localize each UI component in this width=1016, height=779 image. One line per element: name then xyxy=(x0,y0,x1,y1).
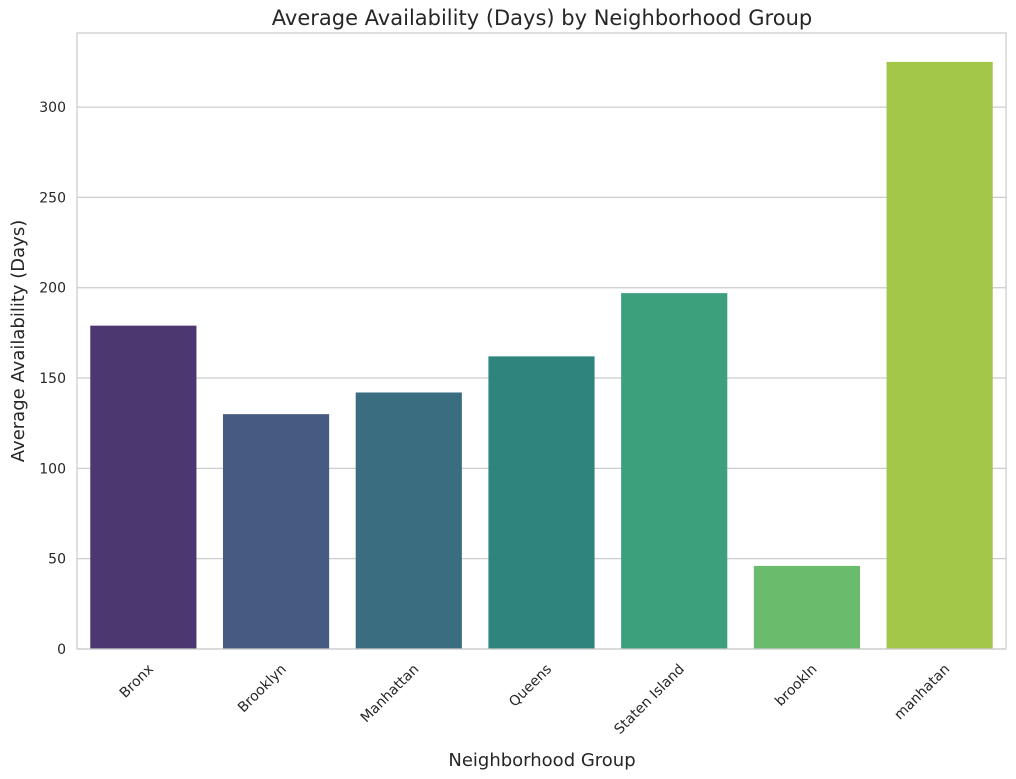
plot-frame xyxy=(76,32,1007,650)
bar-queens xyxy=(488,356,595,649)
bar-manhatan xyxy=(886,61,993,650)
y-tick-label: 300 xyxy=(39,100,66,116)
bar-bronx xyxy=(90,325,197,649)
y-tick-label: 50 xyxy=(48,552,66,568)
bar-staten-island xyxy=(621,293,728,649)
y-axis-label: Average Availability (Days) xyxy=(8,220,29,462)
y-tick-labels: 0 50 100 150 200 250 300 xyxy=(39,100,66,658)
bars xyxy=(90,61,993,650)
bar-manhattan xyxy=(355,392,462,649)
x-axis-label: Neighborhood Group xyxy=(448,750,635,771)
y-tick-label: 100 xyxy=(39,461,66,477)
bar-brookln xyxy=(753,565,861,649)
chart-title: Average Availability (Days) by Neighborh… xyxy=(272,6,812,30)
y-tick-label: 0 xyxy=(57,642,66,658)
y-tick-label: 250 xyxy=(39,190,66,206)
y-tick-label: 150 xyxy=(39,371,66,387)
bar-brooklyn xyxy=(222,414,330,649)
y-tick-label: 200 xyxy=(39,281,66,297)
